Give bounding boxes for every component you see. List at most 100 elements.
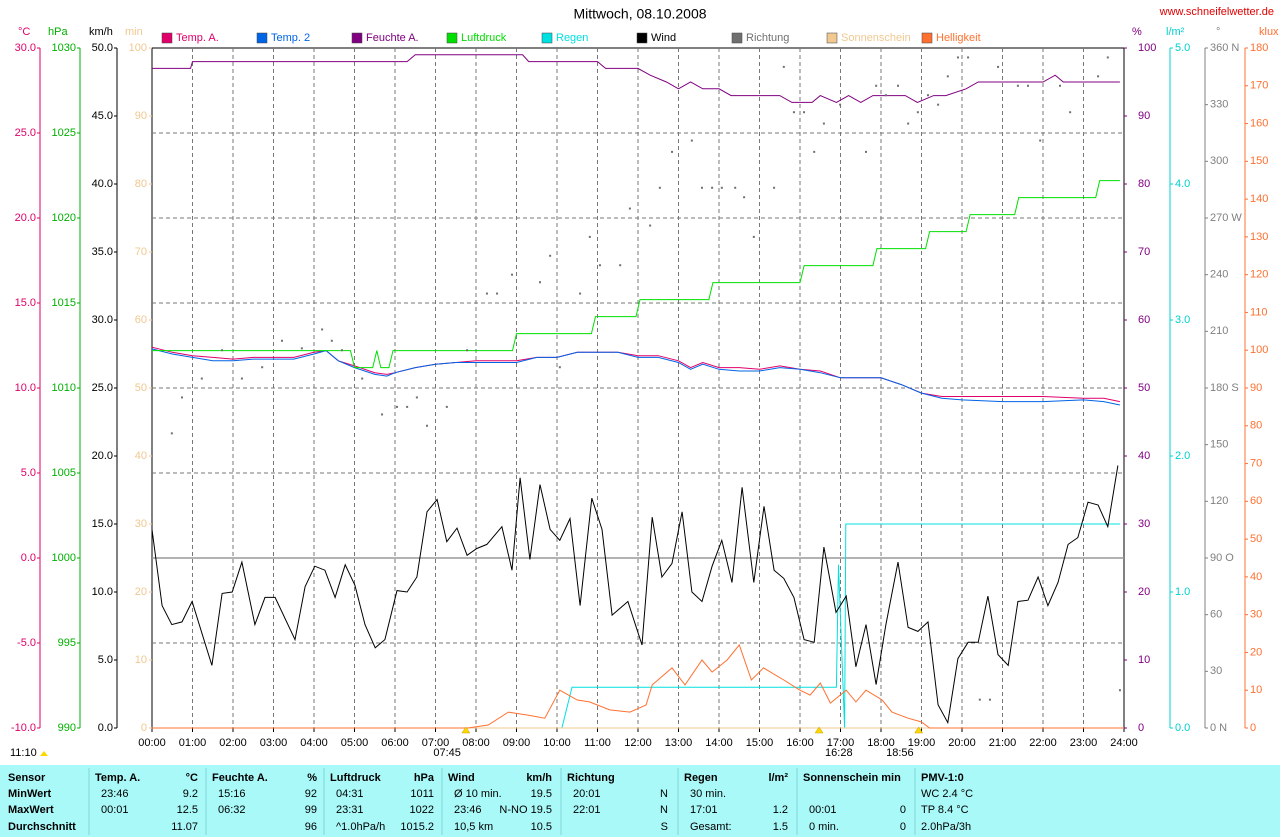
- y-tick-label: 70: [1250, 457, 1262, 469]
- legend-swatch: [446, 32, 458, 44]
- column-unit: km/h: [526, 772, 552, 784]
- direction-dot: [988, 698, 991, 701]
- legend-label: Regen: [556, 32, 588, 44]
- direction-dot: [579, 292, 582, 295]
- y-tick-label: 30.0: [92, 314, 113, 326]
- y-tick-label: 80: [1138, 178, 1150, 190]
- y-tick-label: 1030: [52, 42, 76, 54]
- y-tick-label: 40: [1250, 571, 1262, 583]
- legend-label: Temp. A.: [176, 32, 219, 44]
- x-tick-label: 20:00: [948, 737, 976, 749]
- direction-dot: [803, 111, 806, 114]
- y-tick-label: 10.0: [15, 382, 36, 394]
- cell-text: WC 2.4 °C: [921, 788, 973, 800]
- y-tick-label: 30: [1210, 665, 1222, 677]
- axis-unit: km/h: [89, 26, 113, 38]
- sun-marker: [40, 751, 48, 756]
- cell-value: 99: [305, 804, 317, 816]
- direction-dot: [782, 65, 785, 68]
- y-tick-label: 1005: [52, 467, 76, 479]
- direction-dot: [549, 254, 552, 257]
- legend-swatch: [256, 32, 268, 44]
- column-header: Luftdruck: [330, 772, 382, 784]
- cell-text: ^1.0hPa/h: [336, 821, 385, 833]
- y-tick-label: 45.0: [92, 110, 113, 122]
- direction-dot: [170, 432, 173, 435]
- y-tick-label: 0.0: [21, 552, 36, 564]
- direction-dot: [619, 264, 622, 267]
- y-tick-label: 25.0: [92, 382, 113, 394]
- y-tick-label: 0: [1138, 722, 1144, 734]
- cell-text: 06:32: [218, 804, 246, 816]
- cell-value: 1015.2: [400, 821, 434, 833]
- direction-dot: [700, 186, 703, 189]
- x-tick-label: 07:00: [422, 737, 450, 749]
- x-tick-label: 02:00: [219, 737, 247, 749]
- direction-dot: [1118, 689, 1121, 692]
- axis-unit: %: [1132, 26, 1142, 38]
- direction-dot: [734, 186, 737, 189]
- y-tick-label: 5.0: [1175, 42, 1190, 54]
- cell-value: 1.2: [773, 804, 788, 816]
- column-unit: hPa: [414, 772, 435, 784]
- direction-dot: [1059, 84, 1062, 87]
- y-tick-label: 30.0: [15, 42, 36, 54]
- y-tick-label: 20: [135, 586, 147, 598]
- column-unit: l/m²: [768, 772, 788, 784]
- y-tick-label: 20.0: [15, 212, 36, 224]
- y-tick-label: 15.0: [15, 297, 36, 309]
- direction-dot: [1069, 111, 1072, 114]
- x-tick-label: 12:00: [624, 737, 652, 749]
- x-tick-label: 19:00: [908, 737, 936, 749]
- cell-text: 17:01: [690, 804, 718, 816]
- direction-dot: [496, 292, 499, 295]
- direction-dot: [261, 366, 264, 369]
- direction-dot: [649, 224, 652, 227]
- cell-text: 20:01: [573, 788, 601, 800]
- cell-text: 30 min.: [690, 788, 726, 800]
- direction-dot: [425, 424, 428, 427]
- direction-dot: [406, 405, 409, 408]
- x-tick-label: 06:00: [381, 737, 409, 749]
- y-tick-label: 90: [135, 110, 147, 122]
- cell-value: S: [661, 821, 668, 833]
- direction-dot: [361, 377, 364, 380]
- cell-value: 0: [900, 804, 906, 816]
- direction-dot: [671, 150, 674, 153]
- y-tick-label: 30: [135, 518, 147, 530]
- y-tick-label: 150: [1210, 439, 1228, 451]
- direction-dot: [445, 405, 448, 408]
- y-tick-label: 60: [1210, 609, 1222, 621]
- series-line: [152, 643, 1124, 729]
- direction-dot: [839, 103, 842, 106]
- column-header: Sonnenschein min: [803, 772, 901, 784]
- legend-swatch: [921, 32, 933, 44]
- y-tick-label: 50: [1250, 533, 1262, 545]
- y-tick-label: 90: [1138, 110, 1150, 122]
- y-tick-label: 1010: [52, 382, 76, 394]
- row-label: Sensor: [8, 772, 46, 784]
- y-tick-label: 0: [141, 722, 147, 734]
- y-tick-label: 170: [1250, 80, 1268, 92]
- axis-unit: min: [125, 26, 143, 38]
- direction-dot: [1039, 139, 1042, 142]
- y-tick-label: 140: [1250, 193, 1268, 205]
- column-header: Temp. A.: [95, 772, 140, 784]
- cell-text: 23:46: [454, 804, 482, 816]
- y-tick-label: 1015: [52, 297, 76, 309]
- cell-text: 0 min.: [809, 821, 839, 833]
- cell-text: 10,5 km: [454, 821, 493, 833]
- y-tick-label: 120: [1250, 269, 1268, 281]
- x-tick-label: 10:00: [543, 737, 571, 749]
- x-tick-label: 05:00: [341, 737, 369, 749]
- direction-dot: [711, 186, 714, 189]
- direction-dot: [240, 377, 243, 380]
- series-line: [152, 180, 1120, 369]
- x-tick-label: 22:00: [1029, 737, 1057, 749]
- cell-value: 0: [900, 821, 906, 833]
- y-tick-label: -10.0: [11, 722, 36, 734]
- direction-dot: [658, 186, 661, 189]
- y-tick-label: 35.0: [92, 246, 113, 258]
- y-tick-label: 330: [1210, 99, 1228, 111]
- y-tick-label: 240: [1210, 269, 1228, 281]
